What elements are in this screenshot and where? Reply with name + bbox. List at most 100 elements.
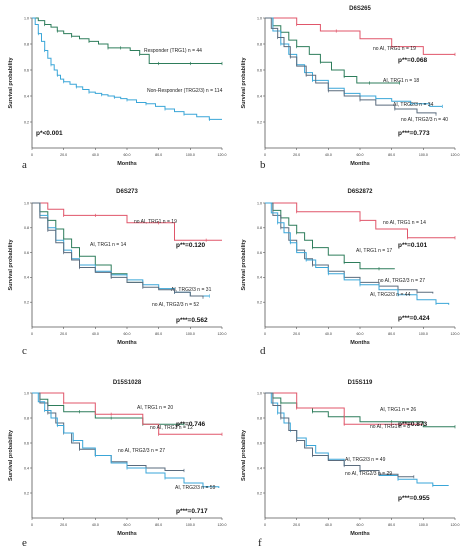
x-tick-label: 0 — [31, 153, 33, 157]
y-tick-label: 0.6 — [257, 251, 262, 255]
x-tick-label: 80.0 — [155, 332, 162, 336]
x-axis-label: Months — [350, 340, 370, 346]
series-label: AI, TRG2/3 n = 34 — [393, 102, 434, 108]
series-label: no AI, TRG1 n = 19 — [134, 219, 177, 225]
km-curve-3 — [32, 202, 210, 297]
x-tick-label: 20.0 — [293, 523, 300, 527]
p-value-annotation: p***=0.424 — [398, 315, 430, 322]
p-value-annotation: p**=0.101 — [398, 242, 427, 249]
y-tick-label: 0.4 — [257, 94, 262, 98]
y-tick-label: 0.4 — [24, 276, 29, 280]
series-label: AI, TRG2/3 n = 31 — [171, 287, 212, 293]
y-tick-label: 1.0 — [257, 391, 262, 395]
x-tick-label: 0 — [31, 332, 33, 336]
p-value-annotation: p**=0.120 — [176, 242, 205, 249]
x-tick-label: 20.0 — [60, 332, 67, 336]
series-label: AI, TRG1 n = 14 — [90, 242, 126, 248]
y-axis-label: Survival probability — [8, 239, 14, 291]
km-curve-3 — [265, 392, 449, 486]
x-axis-label: Months — [350, 161, 370, 167]
km-curve-1 — [265, 17, 455, 55]
y-tick-label: 0.8 — [257, 416, 262, 420]
x-tick-label: 120.0 — [451, 153, 460, 157]
x-tick-label: 40.0 — [92, 332, 99, 336]
km-panel-f: 0 20.0 40.0 60.0 80.0 100.0 120.0 0.2 0.4 0.6 0.8 1… — [241, 380, 460, 549]
x-tick-label: 120.0 — [451, 523, 460, 527]
y-tick-label: 0.4 — [257, 466, 262, 470]
panel-letter: c — [22, 345, 27, 357]
x-tick-label: 0 — [264, 523, 266, 527]
series-label: no AI, TRG2/3 n = 27 — [378, 278, 425, 284]
y-tick-label: 0.8 — [24, 416, 29, 420]
p-value-annotation: p***=0.773 — [398, 130, 430, 137]
series-label: AI, TRG1 n = 20 — [137, 405, 173, 411]
y-tick-label: 0.8 — [24, 226, 29, 230]
x-tick-label: 0 — [31, 523, 33, 527]
x-tick-label: 60.0 — [357, 332, 364, 336]
x-tick-label: 20.0 — [60, 523, 67, 527]
km-curve-1 — [32, 202, 222, 241]
y-tick-label: 0.2 — [257, 491, 262, 495]
y-tick-label: 1.0 — [257, 16, 262, 20]
km-curve-1 — [32, 17, 222, 64]
x-tick-label: 80.0 — [388, 332, 395, 336]
x-axis-label: Months — [117, 340, 137, 346]
x-axis-label: Months — [350, 531, 370, 537]
km-panel-e: 0 20.0 40.0 60.0 80.0 100.0 120.0 0.2 0.4 0.6 0.8 1… — [8, 380, 227, 549]
y-tick-label: 0.6 — [24, 251, 29, 255]
x-tick-label: 100.0 — [186, 153, 195, 157]
x-tick-label: 20.0 — [293, 153, 300, 157]
series-label: Responder (TRG1) n = 44 — [144, 48, 202, 54]
x-tick-label: 40.0 — [92, 153, 99, 157]
y-tick-label: 0.4 — [24, 466, 29, 470]
km-curve-4 — [32, 202, 204, 298]
x-tick-label: 60.0 — [124, 153, 131, 157]
y-tick-label: 1.0 — [24, 391, 29, 395]
km-curve-4 — [32, 392, 220, 488]
km-curve-4 — [265, 392, 414, 478]
y-tick-label: 0.6 — [24, 68, 29, 72]
x-tick-label: 20.0 — [293, 332, 300, 336]
km-curve-2 — [32, 17, 222, 120]
x-tick-label: 100.0 — [419, 153, 428, 157]
x-tick-label: 0 — [264, 153, 266, 157]
km-panel-c: 0 20.0 40.0 60.0 80.0 100.0 120.0 0.2 0.4 0.6 0.8 1… — [8, 189, 227, 357]
x-tick-label: 100.0 — [419, 523, 428, 527]
x-tick-label: 100.0 — [186, 332, 195, 336]
y-tick-label: 1.0 — [24, 16, 29, 20]
y-axis-label: Survival probability — [241, 57, 247, 109]
km-curve-4 — [265, 202, 450, 305]
x-tick-label: 40.0 — [325, 153, 332, 157]
series-label: AI, TRG1 n = 26 — [380, 407, 416, 413]
x-tick-label: 40.0 — [325, 332, 332, 336]
x-tick-label: 80.0 — [388, 153, 395, 157]
y-axis-label: Survival probability — [241, 239, 247, 291]
x-tick-label: 20.0 — [60, 153, 67, 157]
x-tick-label: 120.0 — [218, 332, 227, 336]
y-tick-label: 0.6 — [257, 68, 262, 72]
km-curve-3 — [32, 392, 184, 471]
x-tick-label: 80.0 — [155, 153, 162, 157]
series-label: AI, TRG1 n = 17 — [356, 248, 392, 254]
p-value-annotation: p***=0.717 — [176, 508, 208, 515]
y-tick-label: 1.0 — [24, 201, 29, 205]
x-tick-label: 120.0 — [451, 332, 460, 336]
x-tick-label: 100.0 — [419, 332, 428, 336]
x-tick-label: 80.0 — [388, 523, 395, 527]
y-tick-label: 0.8 — [24, 42, 29, 46]
x-axis-label: Months — [117, 531, 137, 537]
series-label: no AI, TRG2/3 n = 52 — [152, 302, 199, 308]
panel-letter: b — [260, 159, 266, 171]
km-curve-2 — [265, 202, 395, 270]
panel-title: D15S1028 — [113, 380, 142, 386]
x-tick-label: 40.0 — [325, 523, 332, 527]
y-tick-label: 0.2 — [257, 301, 262, 305]
y-tick-label: 0.2 — [24, 491, 29, 495]
series-label: Non-Responder (TRG2/3) n = 114 — [147, 88, 223, 94]
km-panel-d: 0 20.0 40.0 60.0 80.0 100.0 120.0 0.2 0.4 0.6 0.8 1… — [241, 189, 460, 357]
y-tick-label: 0.2 — [257, 120, 262, 124]
km-curve-2 — [265, 17, 400, 84]
km-curve-2 — [32, 392, 222, 435]
x-tick-label: 100.0 — [186, 523, 195, 527]
